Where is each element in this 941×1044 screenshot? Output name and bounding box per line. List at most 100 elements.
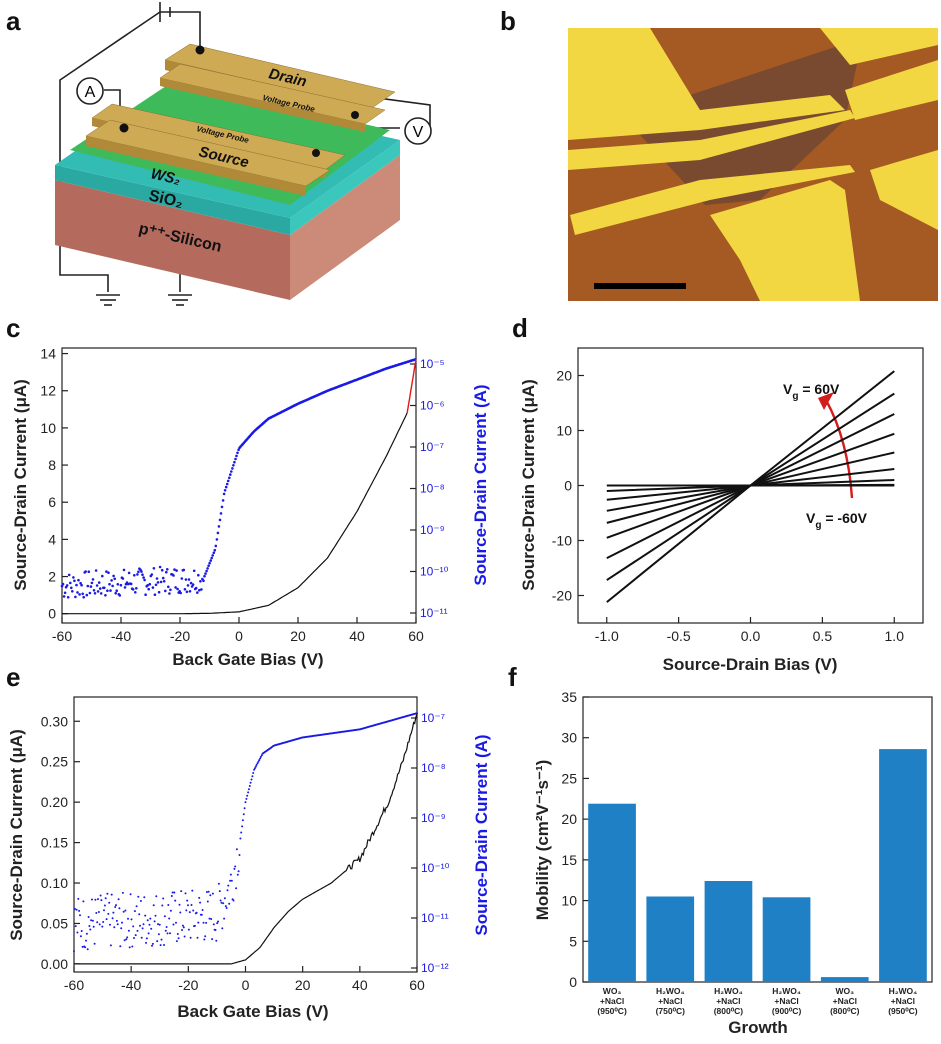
data-point-blue bbox=[114, 906, 117, 908]
y-tick-label: -10 bbox=[552, 533, 572, 549]
data-point-blue bbox=[113, 577, 116, 581]
y-tick-label: 10 bbox=[556, 423, 572, 439]
y2-tick-label: 10⁻⁹ bbox=[420, 523, 445, 537]
y-tick-label: 10 bbox=[561, 893, 577, 909]
data-point-blue bbox=[96, 590, 100, 593]
data-point-blue bbox=[178, 903, 181, 906]
data-point-blue bbox=[154, 583, 158, 587]
y2-tick-label: 10⁻¹² bbox=[421, 961, 449, 975]
data-point-blue bbox=[132, 925, 135, 928]
y2-tick-label: 10⁻⁷ bbox=[420, 440, 444, 454]
data-point-blue bbox=[189, 936, 192, 939]
data-point-blue bbox=[91, 898, 93, 901]
bar bbox=[879, 749, 927, 982]
data-point-blue bbox=[208, 917, 211, 920]
data-point-blue bbox=[214, 929, 217, 931]
data-point-blue bbox=[92, 925, 95, 928]
data-point-blue bbox=[105, 570, 108, 573]
data-point-blue bbox=[180, 890, 183, 893]
y-tick-label: 0.10 bbox=[41, 875, 68, 891]
data-point-blue bbox=[230, 879, 233, 882]
data-point-blue bbox=[91, 578, 95, 581]
data-point-blue bbox=[259, 755, 262, 758]
data-point-blue bbox=[207, 890, 210, 893]
data-point-blue bbox=[235, 454, 238, 458]
data-point-blue bbox=[174, 586, 177, 589]
data-point-blue bbox=[101, 925, 104, 928]
data-point-blue bbox=[156, 940, 159, 943]
data-point-blue bbox=[218, 890, 221, 893]
data-point-blue bbox=[222, 492, 226, 496]
ws2-flake bbox=[640, 42, 860, 205]
data-point-blue bbox=[142, 576, 145, 579]
data-point-blue bbox=[110, 893, 113, 896]
data-point-blue bbox=[151, 586, 155, 589]
ws2-label: WS₂ bbox=[149, 165, 182, 188]
data-point-blue bbox=[157, 590, 161, 594]
data-point-blue bbox=[159, 580, 163, 584]
data-point-blue bbox=[214, 544, 218, 548]
data-point-blue bbox=[145, 941, 147, 944]
data-point-blue bbox=[77, 578, 80, 582]
data-point-blue bbox=[80, 930, 83, 932]
data-point-blue bbox=[196, 936, 199, 939]
data-point-blue bbox=[197, 921, 200, 924]
data-point-blue bbox=[185, 590, 189, 594]
data-point-blue bbox=[220, 505, 224, 509]
data-point-blue bbox=[96, 921, 99, 924]
data-point-blue bbox=[133, 937, 135, 939]
data-point-blue bbox=[72, 576, 75, 579]
scale-bar bbox=[594, 283, 686, 289]
y2-axis-label-e: Source-Drain Current (A) bbox=[472, 734, 491, 935]
series-line-black bbox=[74, 713, 418, 965]
y-tick-label: 35 bbox=[561, 689, 577, 705]
data-point-blue bbox=[129, 893, 132, 896]
data-point-blue bbox=[155, 895, 158, 898]
data-point-blue bbox=[207, 564, 210, 568]
y2-tick-label: 10⁻¹⁰ bbox=[420, 565, 449, 579]
data-point-blue bbox=[134, 934, 137, 937]
data-point-blue bbox=[165, 926, 168, 928]
data-point-blue bbox=[169, 932, 171, 935]
category-label: +NaCl bbox=[716, 996, 740, 1006]
data-point-blue bbox=[164, 929, 167, 932]
data-point-blue bbox=[71, 590, 74, 593]
data-point-blue bbox=[168, 592, 171, 595]
data-point-blue bbox=[111, 584, 114, 588]
x-tick-label: -60 bbox=[52, 628, 72, 644]
data-point-blue bbox=[173, 568, 176, 571]
x-tick-label: 60 bbox=[409, 977, 425, 993]
data-point-blue bbox=[127, 929, 130, 932]
x-tick-label: -1.0 bbox=[595, 628, 619, 644]
data-point-blue bbox=[250, 778, 253, 781]
data-point-blue bbox=[109, 589, 112, 592]
data-point-blue bbox=[226, 889, 229, 892]
data-point-blue bbox=[244, 801, 247, 804]
data-point-blue bbox=[157, 923, 159, 926]
data-point-blue bbox=[90, 581, 94, 585]
data-point-blue bbox=[167, 585, 170, 589]
chart-e: e Back Gate Bias (V) Source-Drain Curren… bbox=[6, 662, 491, 1021]
data-point-blue bbox=[123, 586, 127, 589]
data-point-blue bbox=[95, 912, 98, 914]
data-point-blue bbox=[121, 577, 125, 580]
category-label: (950⁰C) bbox=[888, 1006, 918, 1016]
x-tick-label: 40 bbox=[349, 628, 365, 644]
data-point-blue bbox=[232, 899, 235, 902]
silicon-side bbox=[290, 155, 400, 300]
data-point-blue bbox=[166, 932, 169, 935]
data-point-blue bbox=[119, 583, 123, 587]
y-tick-label: 0.20 bbox=[41, 794, 68, 810]
data-point-blue bbox=[209, 559, 212, 562]
data-point-blue bbox=[81, 592, 84, 596]
category-label: H₂WO₄ bbox=[889, 986, 918, 996]
data-point-blue bbox=[118, 594, 122, 597]
data-point-blue bbox=[233, 460, 236, 464]
category-label: WO₃ bbox=[836, 986, 855, 996]
data-point-blue bbox=[76, 591, 79, 594]
data-point-blue bbox=[158, 923, 161, 926]
data-point-blue bbox=[111, 917, 114, 920]
panel-letter-b: b bbox=[500, 6, 516, 36]
data-point-blue bbox=[237, 448, 240, 452]
data-point-blue bbox=[260, 754, 263, 757]
